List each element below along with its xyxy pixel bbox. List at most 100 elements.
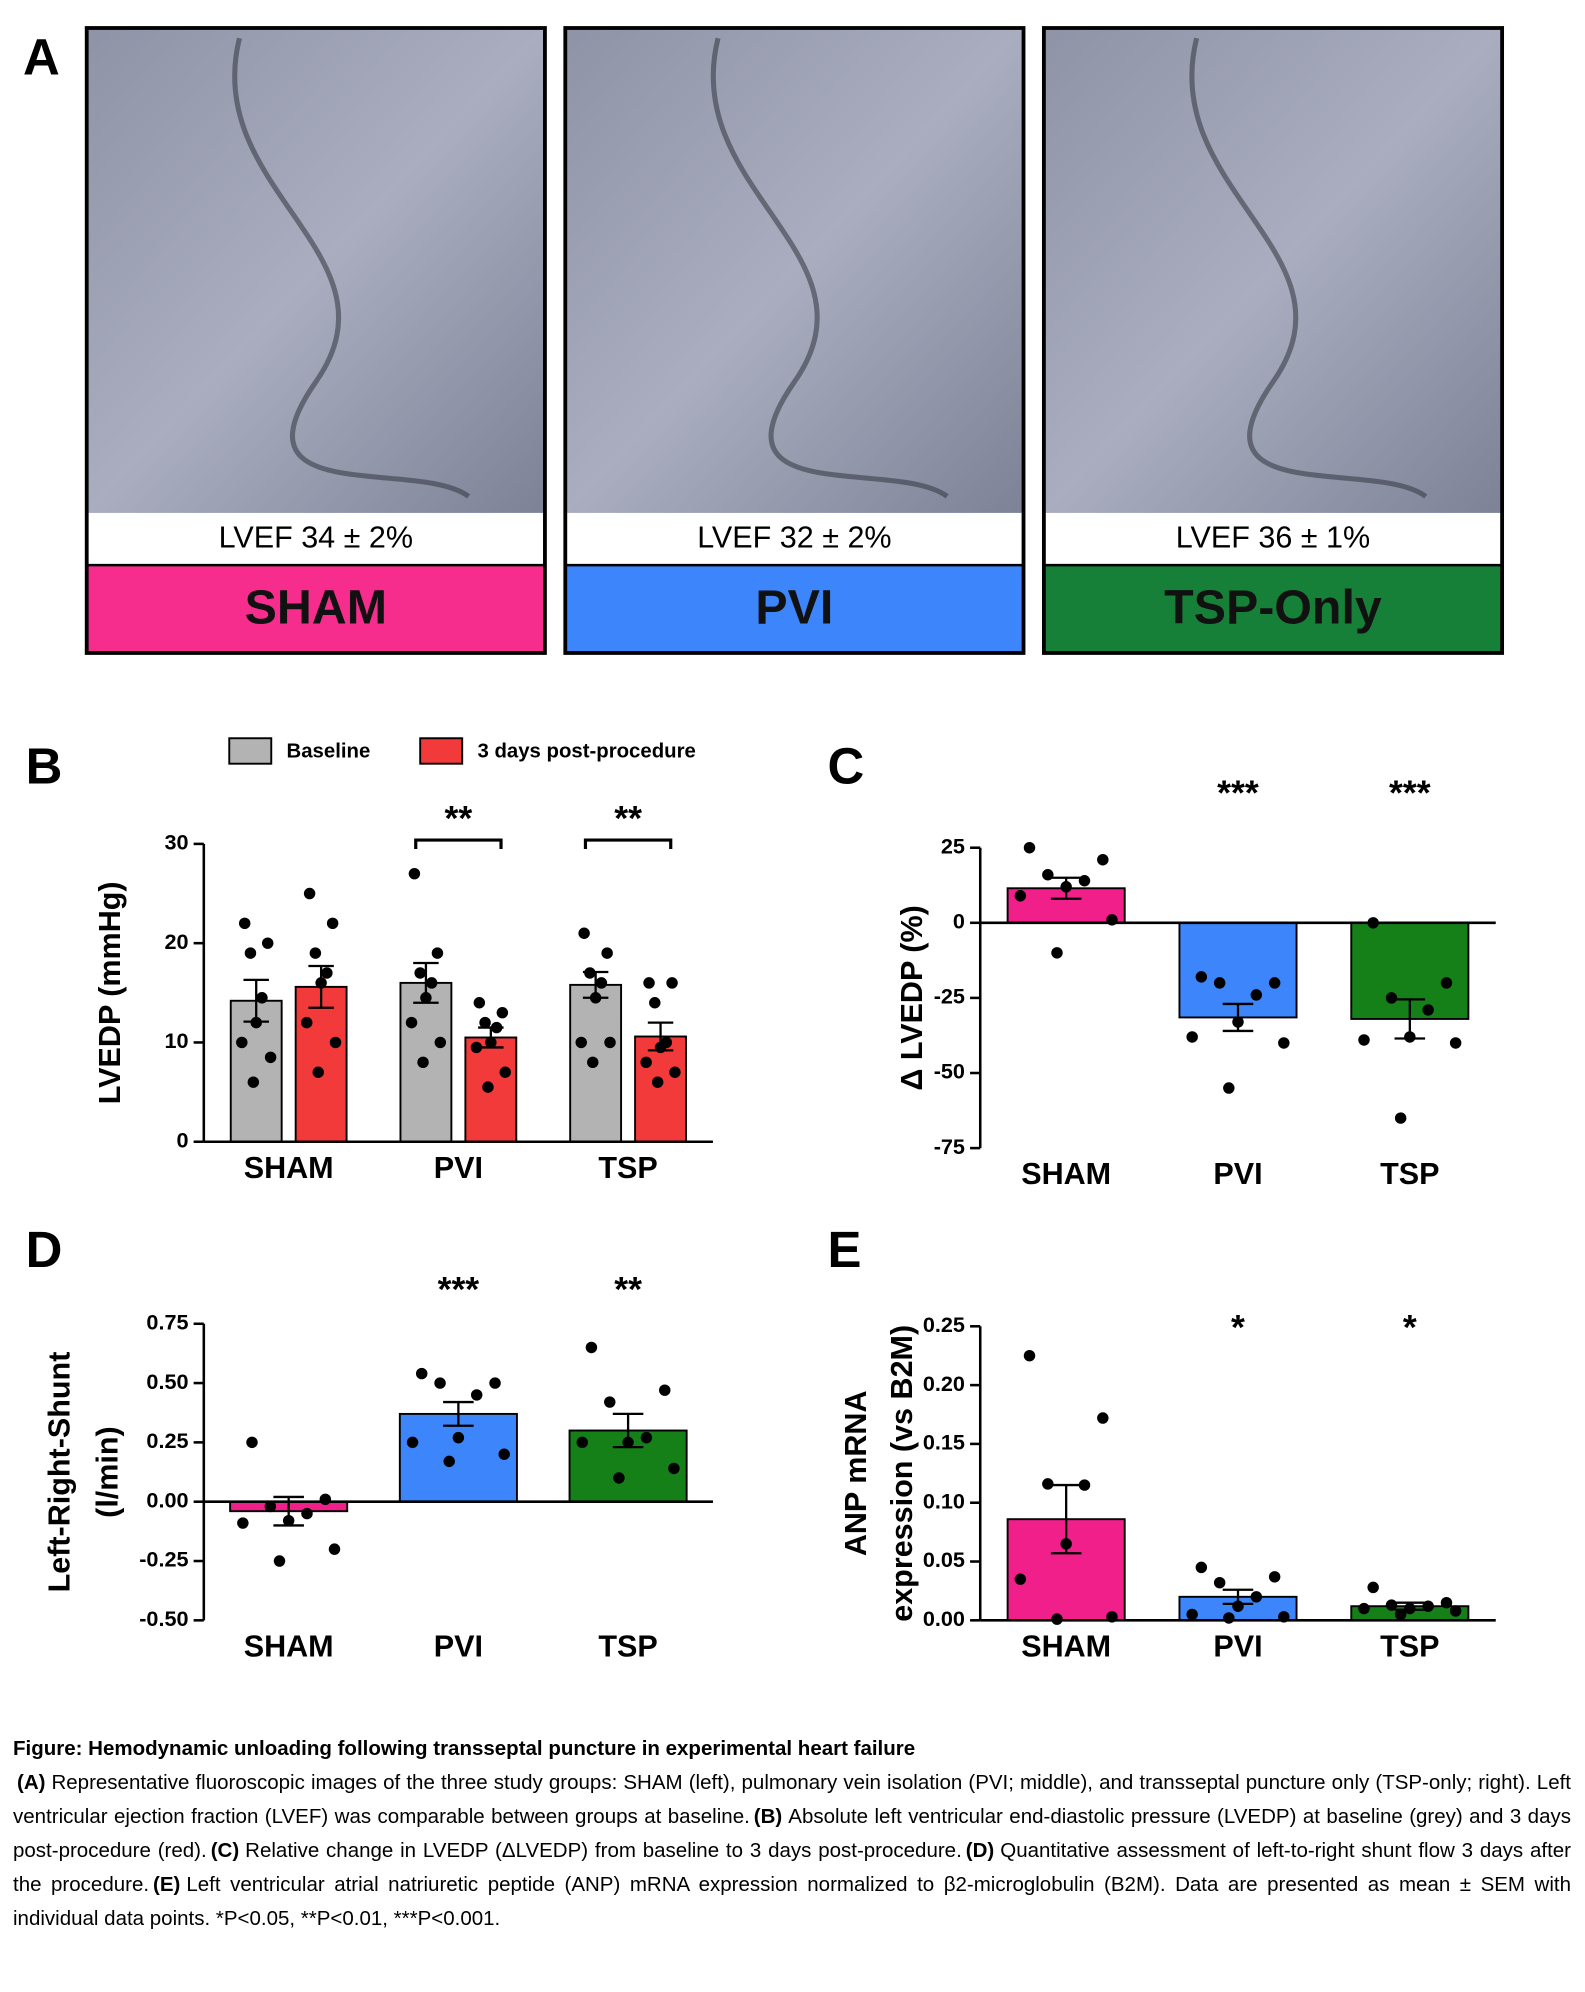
legend-swatch (228, 737, 273, 765)
caption-text: Quantitative assessment of left-to-right… (13, 1839, 1571, 1896)
x-tick-label: SHAM (1021, 1157, 1111, 1191)
y-tick-label: -75 (934, 1134, 965, 1159)
y-axis-label: LVEDP (mmHg) (93, 881, 127, 1104)
caption-label: (A) (17, 1771, 46, 1794)
x-tick-label: TSP (1380, 1157, 1439, 1191)
caption-part: (E) Left ventricular atrial natriuretic p… (13, 1873, 1571, 1930)
data-point (1394, 1608, 1407, 1621)
y-axis-label: Δ LVEDP (%) (895, 905, 929, 1090)
data-point (1213, 977, 1226, 989)
error-bar (243, 978, 269, 1023)
data-point (649, 997, 661, 1009)
panel-border (563, 26, 1026, 655)
data-point (326, 917, 339, 930)
data-point (1186, 1608, 1198, 1621)
data-point (247, 1076, 260, 1088)
lvef-label: LVEF 36 ± 1% (1176, 521, 1370, 555)
lvef-box (565, 512, 1024, 566)
catheter (232, 37, 471, 499)
legend-label: Baseline (287, 741, 371, 763)
panel-border (84, 26, 547, 655)
data-point (238, 917, 251, 930)
data-point (1358, 1602, 1370, 1615)
significance-label: ** (614, 1269, 642, 1309)
data-point (1223, 1082, 1235, 1094)
data-point (236, 1036, 248, 1049)
error-bar (1394, 1601, 1426, 1611)
data-point (431, 947, 444, 959)
error-bar (1050, 1483, 1082, 1555)
error-bar (1222, 1002, 1254, 1033)
error-bar (612, 1412, 644, 1449)
data-point (264, 1500, 277, 1513)
y-tick-label: 30 (164, 830, 188, 855)
y-axis-label: ANP mRNA (839, 1390, 873, 1556)
x-tick-label: TSP (1380, 1629, 1439, 1663)
group-box (86, 565, 545, 653)
data-point (309, 947, 322, 959)
y-tick-label: 0.05 (923, 1547, 965, 1572)
data-point (651, 1076, 664, 1088)
error-bar (308, 964, 334, 1009)
data-point (1422, 1004, 1434, 1016)
y-tick-label: 0.20 (923, 1371, 965, 1396)
bar (1178, 921, 1298, 1019)
group-box (1043, 565, 1503, 653)
group-label: TSP-Only (1164, 581, 1382, 635)
x-tick-label: PVI (434, 1629, 483, 1663)
fluoroscopy-image (565, 28, 1024, 513)
group-box (565, 565, 1024, 653)
data-point (273, 1555, 286, 1567)
data-point (303, 887, 316, 900)
y-tick-label: 10 (164, 1028, 188, 1053)
data-point (452, 1431, 465, 1444)
data-point (666, 977, 678, 989)
data-point (312, 1066, 324, 1078)
caption-text: Representative fluoroscopic images of th… (13, 1771, 1571, 1828)
significance-label: *** (1389, 773, 1431, 813)
data-point (1358, 1034, 1370, 1046)
caption-label: (B) (753, 1805, 783, 1828)
y-tick-label: 0 (953, 909, 965, 934)
data-point (659, 1384, 671, 1396)
caption-body: (A) Representative fluoroscopic images of… (13, 1766, 1571, 1936)
panel-letter: E (828, 1221, 862, 1278)
catheter (1189, 37, 1428, 499)
data-point (443, 1455, 455, 1468)
data-point (1195, 971, 1208, 983)
data-point (1042, 1478, 1054, 1490)
data-point (246, 1436, 258, 1449)
data-point (301, 1507, 313, 1520)
significance-label: ** (614, 798, 642, 838)
data-point (643, 977, 655, 989)
data-point (1268, 977, 1281, 989)
caption-text: Left ventricular atrial natriuretic pept… (13, 1873, 1572, 1930)
data-point (1051, 947, 1063, 959)
data-point (261, 937, 274, 949)
data-point (264, 1051, 277, 1064)
error-bar (1050, 876, 1082, 900)
x-tick-label: PVI (434, 1151, 483, 1185)
data-point (1023, 1349, 1036, 1362)
data-point (244, 947, 257, 959)
data-point (1449, 1037, 1462, 1049)
caption-text: Absolute left ventricular end-diastolic … (13, 1805, 1571, 1862)
data-point (1223, 1612, 1235, 1624)
caption-part: (D) Quantitative assessment of left-to-ri… (13, 1839, 1571, 1896)
data-point (585, 1341, 598, 1354)
error-bar (1222, 1588, 1254, 1606)
significance-label: * (1231, 1308, 1245, 1348)
data-point (1195, 1561, 1208, 1574)
data-point (1250, 989, 1263, 1001)
data-point (1367, 1581, 1379, 1594)
data-point (319, 1493, 332, 1506)
data-point (1385, 1599, 1398, 1611)
data-point (256, 992, 268, 1004)
caption-part: (C) Relative change in LVEDP (ΔLVEDP) fro… (207, 1839, 962, 1862)
y-tick-label: 0.00 (923, 1606, 965, 1631)
data-point (408, 867, 421, 880)
y-tick-label: -50 (934, 1059, 965, 1084)
y-axis-label: expression (vs B2M) (885, 1325, 919, 1622)
error-bar (582, 970, 609, 999)
